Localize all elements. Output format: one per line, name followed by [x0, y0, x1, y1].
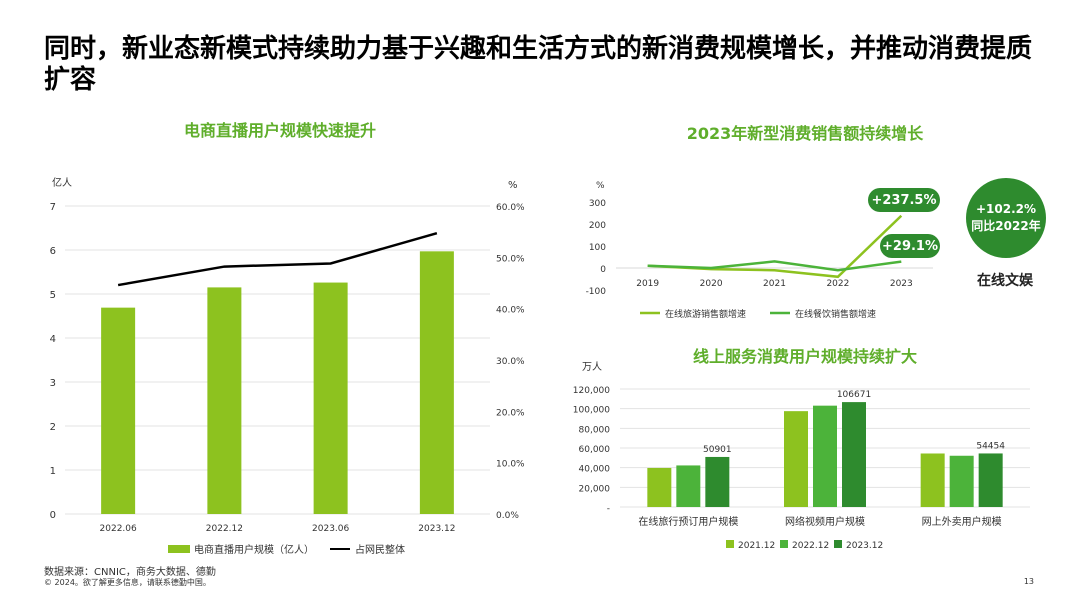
c1-y2-tick: 50.0% [496, 254, 525, 264]
badge-value: +102.2% [975, 202, 1037, 216]
c1-y-tick: 4 [50, 334, 56, 345]
badge-sub: 同比2022年 [971, 219, 1041, 233]
chart-title-livestream: 电商直播用户规模快速提升 [183, 121, 376, 140]
chart-title-new-consumption: 2023年新型消费销售额持续增长 [686, 124, 924, 143]
c3-y-tick: 20,000 [579, 484, 611, 494]
c3-bar [920, 453, 945, 507]
c2-y-unit: % [596, 181, 605, 191]
c2-legend-label-1: 在线餐饮销售额增速 [795, 308, 876, 320]
c3-legend-swatch-2 [834, 540, 842, 548]
c3-legend-swatch-0 [726, 540, 734, 548]
c1-y2-tick: 40.0% [496, 306, 525, 316]
c3-bar [813, 405, 837, 507]
c1-bar [313, 282, 348, 514]
c1-y-tick: 7 [50, 202, 56, 213]
badge-category-label: 在线文娱 [977, 273, 1033, 289]
c3-bar [978, 453, 1003, 507]
c3-bar [647, 467, 672, 507]
c1-bar [419, 251, 454, 514]
page-title: 同时，新业态新模式持续助力基于兴趣和生活方式的新消费规模增长，并推动消费提质扩容 [44, 34, 1033, 95]
c3-data-label: 50901 [703, 445, 732, 455]
c3-data-label: 106671 [837, 390, 871, 400]
c3-y-tick: 120,000 [573, 386, 610, 396]
c3-y-tick: 80,000 [579, 425, 611, 435]
c1-bar [101, 307, 136, 514]
c3-legend-label-1: 2022.12 [792, 541, 829, 551]
c3-bar [842, 402, 866, 507]
c1-legend-bar-label: 电商直播用户规模（亿人） [194, 543, 314, 556]
c1-legend-line-label: 占网民整体 [355, 543, 405, 556]
c1-share-line [117, 232, 438, 287]
c3-x-tick: 网上外卖用户规模 [922, 515, 1002, 528]
c1-y2-tick: 0.0% [496, 511, 519, 521]
c3-y-unit: 万人 [582, 361, 602, 373]
c2-y-tick: 100 [589, 243, 606, 253]
annotation-catering-growth: +29.1% [880, 234, 940, 258]
c1-y-tick: 0 [50, 510, 56, 521]
c2-series-line-1 [647, 260, 902, 272]
c3-data-label: 54454 [976, 441, 1005, 451]
c2-y-tick: 0 [600, 265, 606, 275]
c3-y-tick: 60,000 [579, 445, 611, 455]
c3-y-tick: - [607, 504, 610, 514]
c2-y-tick: 200 [589, 221, 606, 231]
entertainment-growth-badge: +102.2% 同比2022年 [966, 178, 1046, 258]
c3-legend-label-2: 2023.12 [846, 541, 883, 551]
c1-y-tick: 3 [50, 378, 56, 389]
c3-bar [676, 465, 701, 507]
c2-x-tick: 2019 [636, 279, 659, 289]
c1-y-tick: 5 [50, 290, 56, 301]
annotation-travel-growth: +237.5% [868, 188, 940, 212]
c3-bar [949, 455, 974, 507]
c1-y2-tick: 60.0% [496, 203, 525, 213]
c2-y-tick: 300 [589, 199, 606, 209]
c2-x-tick: 2023 [890, 279, 913, 289]
footer-copyright: © 2024。欲了解更多信息，请联系德勤中国。 [44, 578, 211, 587]
c2-y-tick: -100 [586, 287, 607, 297]
c1-y2-tick: 10.0% [496, 460, 525, 470]
c2-x-tick: 2020 [700, 279, 723, 289]
c2-x-tick: 2021 [763, 279, 786, 289]
c3-x-tick: 在线旅行预订用户规模 [638, 515, 738, 528]
c3-bar [705, 456, 730, 507]
c1-y-unit: 亿人 [52, 176, 72, 189]
c1-x-tick: 2022.12 [206, 524, 243, 534]
c1-y-tick: 6 [50, 246, 56, 257]
c1-y2-tick: 30.0% [496, 357, 525, 367]
c3-bar [784, 411, 808, 507]
c1-legend-bar-swatch [168, 545, 190, 553]
c1-y2-tick: 20.0% [496, 408, 525, 418]
c1-y-tick: 1 [50, 466, 56, 477]
c3-legend-swatch-1 [780, 540, 788, 548]
c1-x-tick: 2022.06 [100, 524, 137, 534]
c2-legend-label-0: 在线旅游销售额增速 [665, 308, 746, 320]
c1-x-tick: 2023.12 [418, 524, 455, 534]
c1-y2-unit: % [508, 180, 518, 191]
c1-y-tick: 2 [50, 422, 56, 433]
c1-x-tick: 2023.06 [312, 524, 349, 534]
page-number: 13 [1023, 577, 1034, 586]
c3-legend-label-0: 2021.12 [738, 541, 775, 551]
c3-y-tick: 40,000 [579, 465, 611, 475]
c3-x-tick: 网络视频用户规模 [785, 515, 865, 528]
c1-bar [207, 287, 242, 514]
c3-y-tick: 100,000 [573, 406, 610, 416]
c2-x-tick: 2022 [826, 279, 849, 289]
chart-title-online-services: 线上服务消费用户规模持续扩大 [692, 347, 917, 366]
footer-source: 数据来源：CNNIC，商务大数据、德勤 [44, 567, 216, 578]
